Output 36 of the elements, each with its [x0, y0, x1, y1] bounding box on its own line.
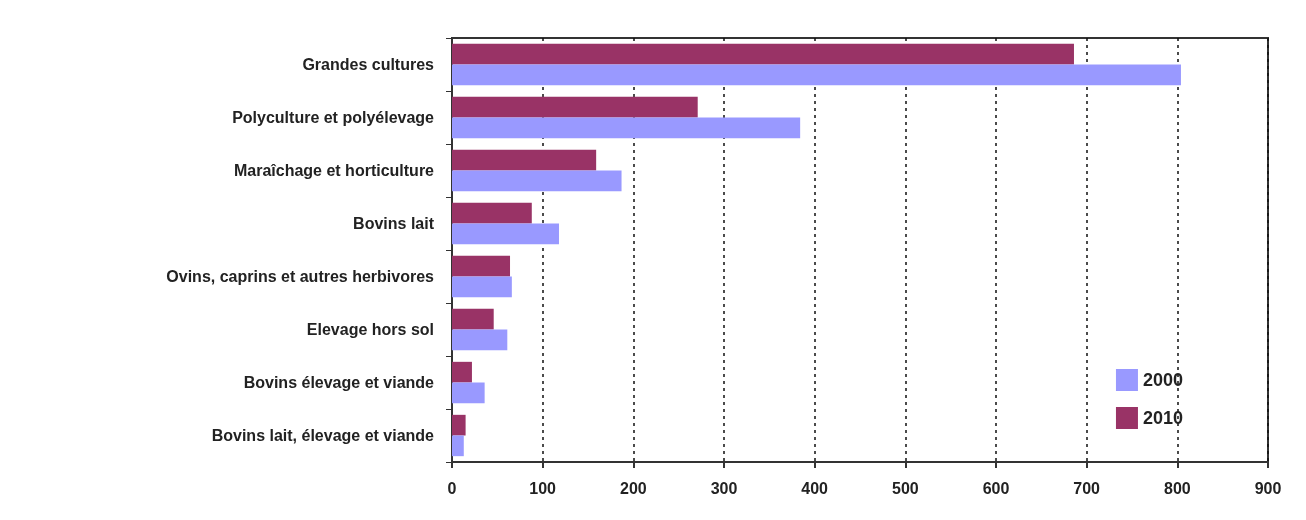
- bar: [452, 361, 472, 383]
- x-tick-label: 100: [529, 479, 557, 497]
- bar: [452, 43, 1074, 65]
- bar: [452, 149, 597, 171]
- x-tick-label: 0: [447, 479, 457, 497]
- x-tick-label: 900: [1254, 479, 1282, 497]
- y-tick-label: Bovins lait, élevage et viande: [211, 427, 435, 444]
- bar: [452, 382, 485, 404]
- bar: [452, 64, 1181, 86]
- y-tick-label: Bovins élevage et viande: [243, 374, 435, 391]
- bar: [452, 96, 698, 118]
- bar: [452, 435, 464, 457]
- bar: [452, 223, 559, 245]
- bar: [452, 414, 466, 436]
- y-tick-label: Polyculture et polyélevage: [232, 109, 435, 126]
- bar: [452, 329, 508, 351]
- bar: [452, 117, 801, 139]
- x-tick-label: 600: [982, 479, 1010, 497]
- legend-label: 2000: [1142, 370, 1183, 390]
- y-tick-label: Maraîchage et horticulture: [233, 162, 435, 179]
- y-tick-label: Grandes cultures: [302, 56, 435, 73]
- x-tick-label: 400: [801, 479, 829, 497]
- x-tick-label: 800: [1163, 479, 1191, 497]
- bar: [452, 255, 511, 277]
- x-tick-label: 700: [1073, 479, 1101, 497]
- bar: [452, 308, 494, 330]
- bar: [452, 170, 622, 192]
- legend-label: 2010: [1142, 408, 1183, 428]
- x-tick-label: 500: [891, 479, 919, 497]
- x-tick-label: 200: [619, 479, 647, 497]
- y-tick-label: Bovins lait: [353, 215, 435, 232]
- y-tick-label: Ovins, caprins et autres herbivores: [166, 268, 435, 285]
- x-tick-label: 300: [710, 479, 738, 497]
- bar: [452, 276, 512, 298]
- bar: [452, 202, 532, 224]
- y-tick-label: Elevage hors sol: [306, 321, 434, 338]
